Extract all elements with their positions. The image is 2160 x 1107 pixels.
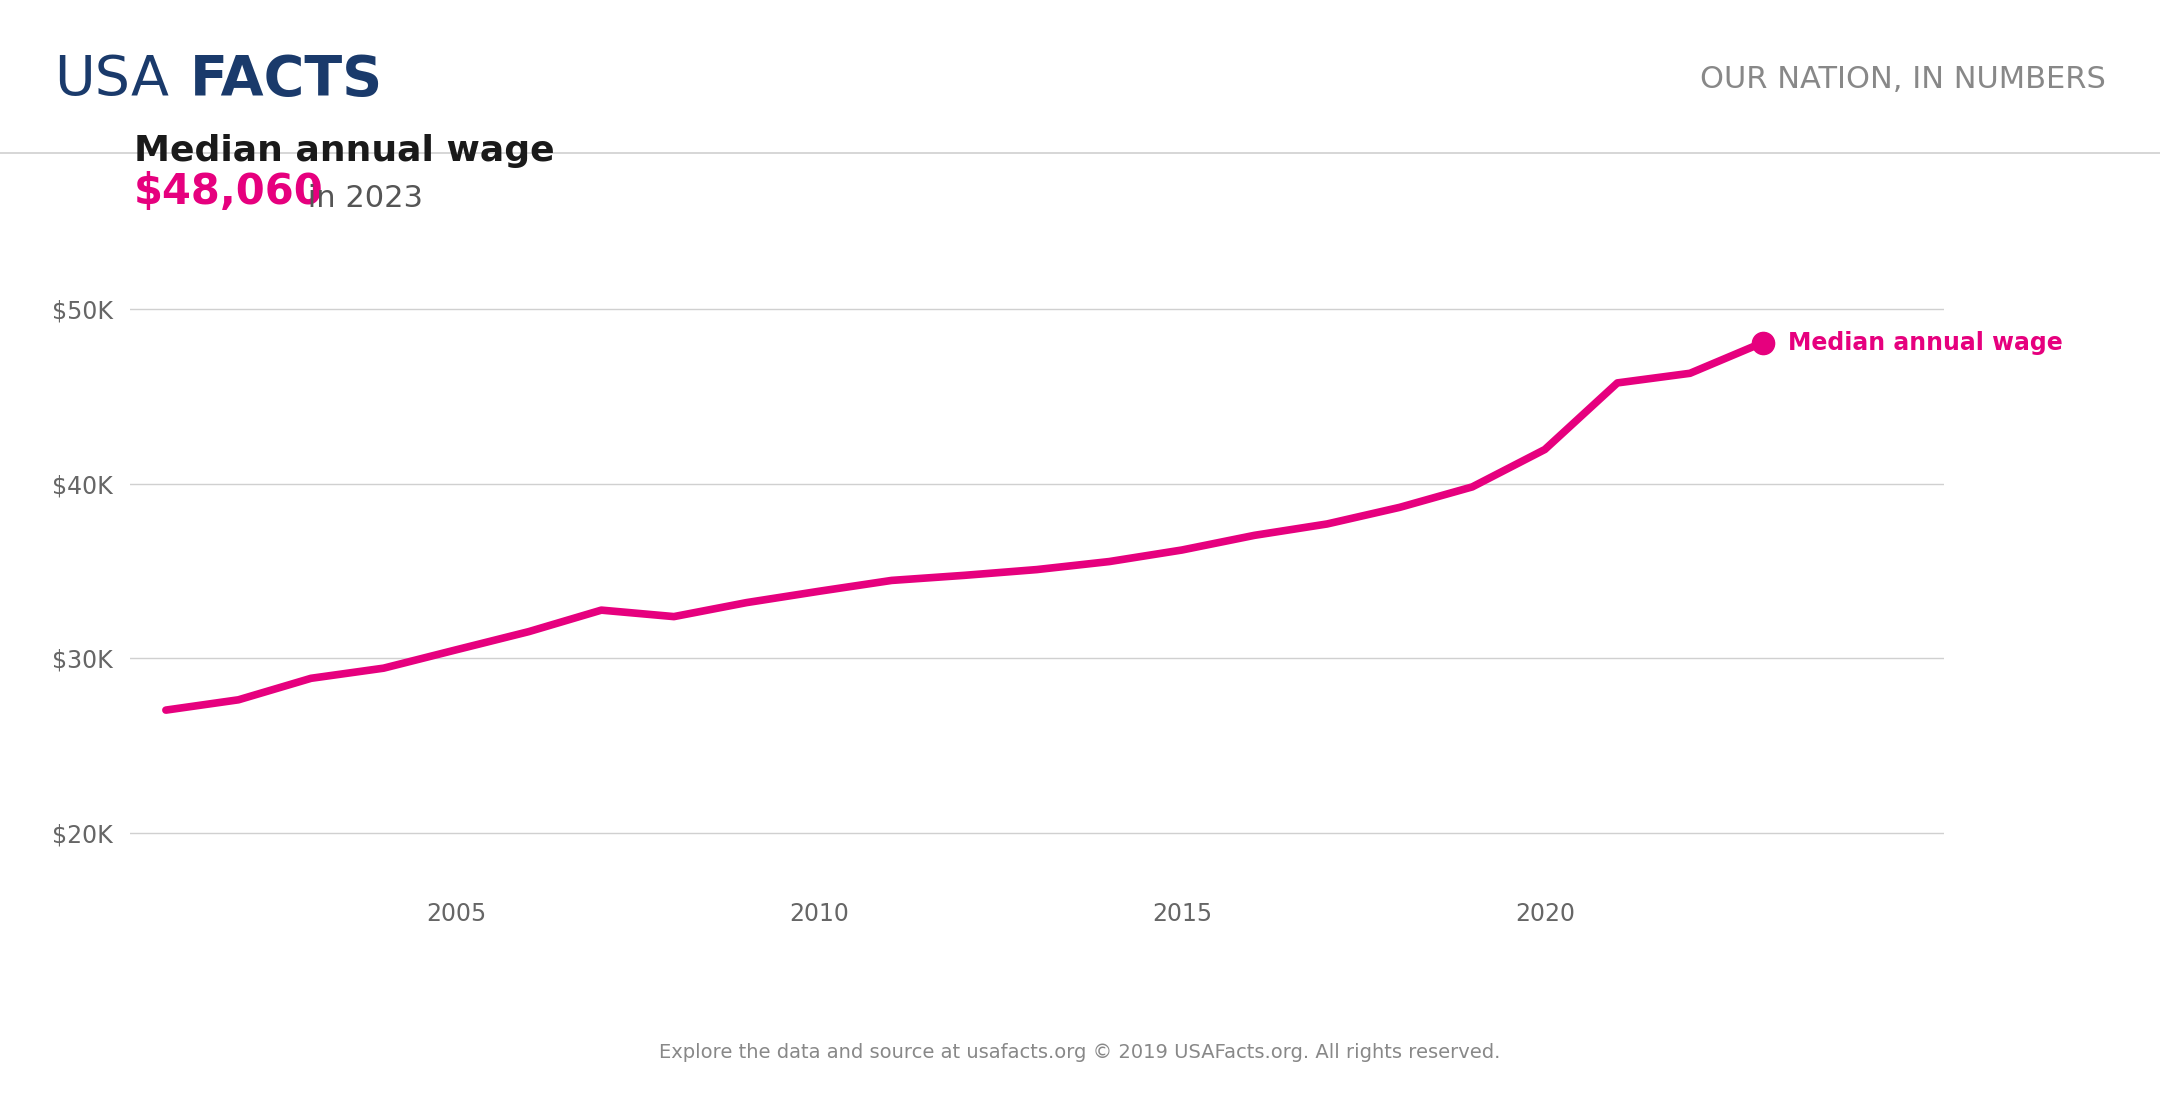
Text: $48,060: $48,060 xyxy=(134,170,324,213)
Text: USA: USA xyxy=(54,53,168,106)
Text: Explore the data and source at usafacts.org © 2019 USAFacts.org. All rights rese: Explore the data and source at usafacts.… xyxy=(659,1043,1501,1062)
Text: Median annual wage: Median annual wage xyxy=(134,134,555,168)
Text: in 2023: in 2023 xyxy=(298,184,423,213)
Text: OUR NATION, IN NUMBERS: OUR NATION, IN NUMBERS xyxy=(1700,65,2106,94)
Text: Median annual wage: Median annual wage xyxy=(1788,331,2063,354)
Text: FACTS: FACTS xyxy=(190,53,382,106)
